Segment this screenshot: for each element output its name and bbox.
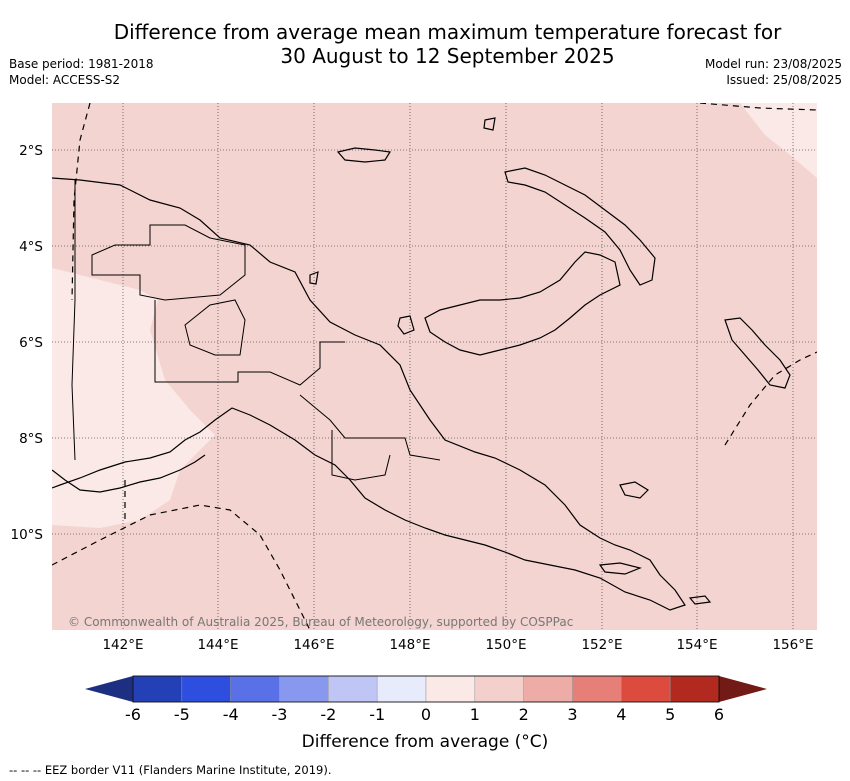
small-island-1 [483,117,496,131]
lat-label-4s: 4°S [19,239,43,255]
colorbar-segment [132,675,183,703]
colorbar-tick-label: 2 [519,705,529,724]
colorbar-outline [132,675,720,703]
colorbar-tick-label: 3 [567,705,577,724]
lat-label-10s: 10°S [11,527,44,543]
lon-label-152e: 152°E [581,637,622,653]
eez-northeast [699,103,817,111]
goodenough-islands [598,481,712,605]
colorbar-segment [279,675,329,703]
province-line-5 [331,430,391,481]
colorbar-extend-low [85,676,133,702]
colorbar-tick-label: -3 [272,705,288,724]
map-background [52,103,817,630]
new-ireland-coastline [504,167,656,286]
lon-label-156e: 156°E [772,637,813,653]
colorbar-tick-label: 1 [470,705,480,724]
eez-footnote: -- -- -- EEZ border V11 (Flanders Marine… [9,763,332,777]
manus-coastline [336,147,392,163]
colorbar: -6 -5 -4 -3 -2 -1 0 1 2 3 4 5 6 [85,675,767,724]
lon-labels: 142°E 144°E 146°E 148°E 150°E 152°E 154°… [102,637,813,653]
colorbar-tick-label: 6 [714,705,724,724]
colorbar-segment [523,675,573,703]
colorbar-segment [572,675,622,703]
lat-label-6s: 6°S [19,335,43,351]
lon-label-150e: 150°E [485,637,526,653]
colorbar-tick-label: -1 [369,705,385,724]
colorbar-label: Difference from average (°C) [301,732,549,752]
provincial-borders [71,180,441,481]
eez-east [724,351,817,446]
colorbar-segment [669,675,720,703]
eez-south [52,504,311,630]
lon-label-146e: 146°E [293,637,334,653]
lat-label-2s: 2°S [19,143,43,159]
colorbar-extend-high [719,676,767,702]
colorbar-tick-label: -4 [223,705,239,724]
light-anomaly-region-west [52,268,215,528]
intl-border-west [71,180,76,461]
lon-label-148e: 148°E [389,637,430,653]
gridlines [52,103,817,630]
title-line-1: Difference from average mean maximum tem… [113,20,782,44]
lat-labels: 2°S 4°S 6°S 8°S 10°S [11,143,44,543]
new-britain-coastline [424,251,621,356]
colorbar-segment [328,675,378,703]
model-run: Model run: 23/08/2025 [704,57,842,71]
eez-borders [52,103,817,630]
province-line-2 [154,300,345,386]
colorbar-tick-label: 4 [616,705,626,724]
province-line-1 [91,224,246,301]
colorbar-tick-label: 0 [421,705,431,724]
new-guinea-coastline [52,177,686,611]
lon-label-142e: 142°E [102,637,143,653]
colorbar-segment [425,675,476,703]
lon-label-144e: 144°E [197,637,238,653]
meta-left: Base period: 1981-2018 Model: ACCESS-S2 [9,56,154,88]
meta-right: Model run: 23/08/2025 Issued: 25/08/2025 [705,56,842,88]
colorbar-tick-label: -2 [320,705,336,724]
base-period: Base period: 1981-2018 [9,57,154,71]
eez-west [71,103,91,301]
colorbar-segment [474,675,524,703]
model-name: Model: ACCESS-S2 [9,73,121,87]
map-copyright: © Commonwealth of Australia 2025, Bureau… [68,615,573,629]
colorbar-tick-label: -6 [125,705,141,724]
northern-coast-aus [52,454,206,493]
colorbar-segment [181,675,231,703]
province-line-3 [184,299,246,356]
colorbar-segment [376,675,427,703]
colorbar-tick-label: -5 [174,705,190,724]
colorbar-tick-label: 5 [665,705,675,724]
small-island-3 [309,271,319,285]
title-line-2: 30 August to 12 September 2025 [280,44,615,68]
colorbar-segment [621,675,671,703]
coastlines [52,117,791,611]
bougainville-coastline [724,317,791,389]
small-island-2 [397,315,415,335]
province-line-4 [299,394,441,461]
lon-label-154e: 154°E [676,637,717,653]
colorbar-segment [230,675,280,703]
issued-date: Issued: 25/08/2025 [726,73,842,87]
lat-label-8s: 8°S [19,431,43,447]
chart-title: Difference from average mean maximum tem… [0,20,850,68]
light-anomaly-region-northeast [740,103,817,178]
